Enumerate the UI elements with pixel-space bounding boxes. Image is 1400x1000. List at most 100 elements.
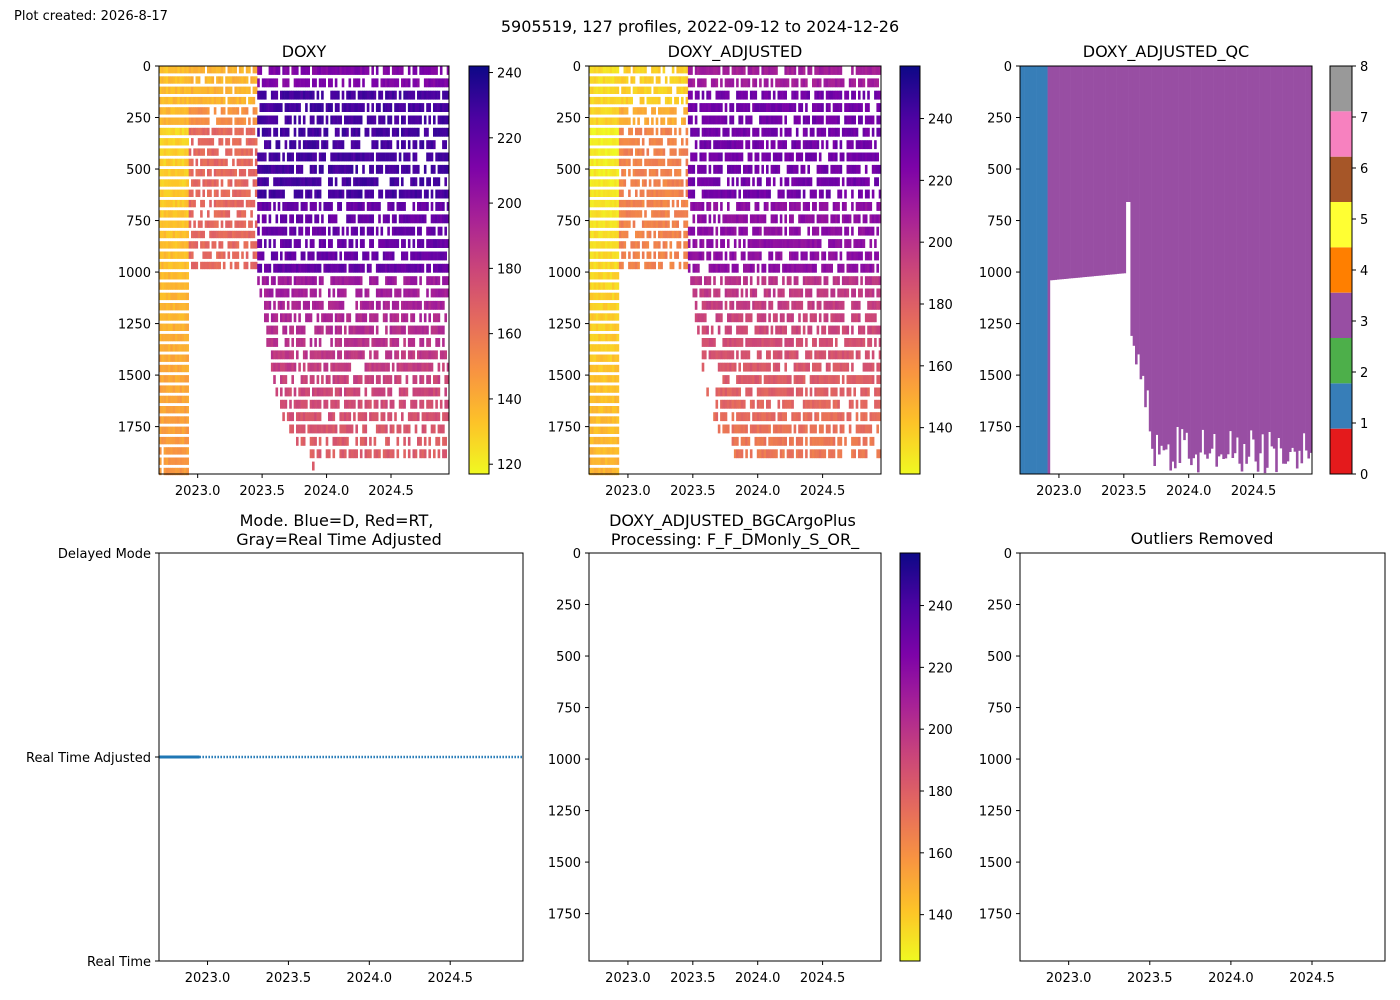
heatmap-cell xyxy=(414,375,418,384)
heatmap-cell xyxy=(380,399,384,409)
heatmap-cell xyxy=(685,230,689,239)
heatmap-cell xyxy=(446,103,450,112)
heatmap-cell xyxy=(389,177,393,187)
heatmap-cell xyxy=(177,395,180,404)
heatmap-cell xyxy=(405,214,409,224)
heatmap-cell xyxy=(229,199,233,208)
heatmap-cell xyxy=(193,199,196,208)
heatmap-cell xyxy=(713,78,716,88)
heatmap-cell xyxy=(177,467,180,476)
heatmap-cell xyxy=(658,251,661,259)
heatmap-cell xyxy=(651,138,654,146)
heatmap-cell xyxy=(161,148,164,156)
heatmap-cell xyxy=(209,148,212,156)
heatmap-cell xyxy=(353,338,356,347)
heatmap-cell xyxy=(708,115,712,125)
heatmap-cell xyxy=(798,375,801,384)
heatmap-cell xyxy=(362,90,365,100)
heatmap-cell xyxy=(186,313,189,321)
heatmap-cell xyxy=(344,263,347,273)
heatmap-cell xyxy=(419,387,422,397)
heatmap-cell xyxy=(600,375,604,383)
heatmap-cell xyxy=(175,467,178,476)
heatmap-cell xyxy=(186,323,189,331)
heatmap-cell xyxy=(699,202,702,211)
heatmap-cell xyxy=(417,288,420,298)
heatmap-cell xyxy=(181,395,185,404)
heatmap-cell xyxy=(410,313,413,323)
heatmap-cell xyxy=(282,152,285,162)
heatmap-cell xyxy=(763,90,767,100)
heatmap-cell xyxy=(337,127,340,137)
heatmap-cell xyxy=(316,362,320,372)
heatmap-cell xyxy=(213,96,217,105)
heatmap-cell xyxy=(293,288,297,298)
heatmap-cell xyxy=(291,152,294,162)
heatmap-cell xyxy=(414,103,418,112)
heatmap-cell xyxy=(200,199,203,208)
heatmap-cell xyxy=(168,261,171,270)
heatmap-cell xyxy=(405,152,409,162)
heatmap-cell xyxy=(346,399,349,409)
heatmap-cell xyxy=(419,103,422,112)
heatmap-cell xyxy=(747,263,751,273)
heatmap-cell xyxy=(184,210,187,218)
heatmap-cell xyxy=(234,241,237,249)
heatmap-cell xyxy=(364,313,368,323)
heatmap-cell xyxy=(414,164,418,174)
heatmap-cell xyxy=(743,412,746,422)
heatmap-cell xyxy=(729,214,732,224)
heatmap-cell xyxy=(784,325,787,335)
heatmap-cell xyxy=(172,292,176,301)
heatmap-cell xyxy=(195,66,199,74)
heatmap-cell xyxy=(602,117,606,125)
heatmap-cell xyxy=(713,177,716,187)
heatmap-cell xyxy=(772,127,776,137)
heatmap-cell xyxy=(754,140,758,150)
heatmap-cell xyxy=(681,199,684,208)
heatmap-cell xyxy=(800,78,804,88)
heatmap-cell xyxy=(236,148,240,156)
heatmap-cell xyxy=(727,424,730,434)
heatmap-cell xyxy=(784,90,787,100)
heatmap-cell xyxy=(697,251,700,261)
heatmap-cell xyxy=(595,406,599,414)
heatmap-cell xyxy=(412,263,416,273)
heatmap-cell xyxy=(644,241,647,249)
heatmap-cell xyxy=(382,313,386,323)
heatmap-cell xyxy=(305,263,308,273)
heatmap-cell xyxy=(398,66,402,75)
heatmap-cell xyxy=(218,66,221,74)
heatmap-cell xyxy=(284,66,288,75)
heatmap-cell xyxy=(605,333,608,342)
heatmap-cell xyxy=(241,86,244,94)
heatmap-cell xyxy=(165,158,169,167)
heatmap-cell xyxy=(786,78,790,88)
heatmap-cell xyxy=(325,66,329,75)
heatmap-cell xyxy=(616,447,620,455)
heatmap-cell xyxy=(309,399,313,409)
heatmap-cell xyxy=(334,115,338,125)
heatmap-cell xyxy=(275,362,279,372)
heatmap-cell xyxy=(259,164,263,174)
heatmap-cell xyxy=(674,148,677,156)
heatmap-cell xyxy=(743,66,746,75)
heatmap-cell xyxy=(426,177,429,187)
heatmap-cell xyxy=(268,66,272,75)
heatmap-cell xyxy=(389,399,393,409)
heatmap-cell xyxy=(296,152,299,162)
heatmap-cell xyxy=(423,300,427,310)
heatmap-cell xyxy=(442,90,445,100)
heatmap-cell xyxy=(754,424,758,434)
heatmap-cell xyxy=(731,362,735,372)
heatmap-cell xyxy=(623,199,627,208)
heatmap-cell xyxy=(243,96,247,105)
heatmap-cell xyxy=(614,241,617,249)
heatmap-cell xyxy=(220,241,224,249)
heatmap-cell xyxy=(236,138,240,146)
heatmap-cell xyxy=(598,406,601,414)
heatmap-cell xyxy=(362,202,365,211)
heatmap-cell xyxy=(593,282,597,290)
heatmap-cell xyxy=(341,164,345,174)
heatmap-cell xyxy=(407,214,411,224)
